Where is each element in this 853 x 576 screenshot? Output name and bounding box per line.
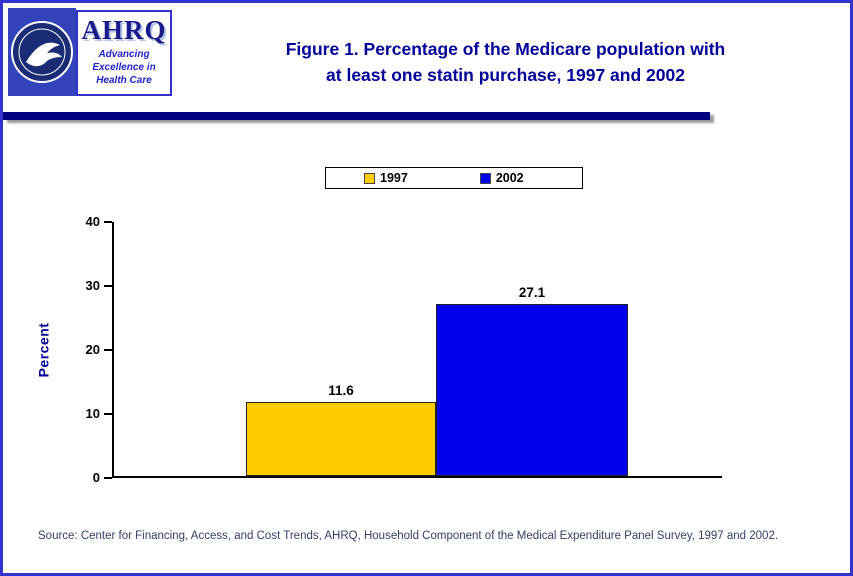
legend-swatch-1997 (364, 172, 375, 184)
tick-mark (104, 285, 112, 287)
ahrq-wordmark: AHRQ (81, 15, 167, 45)
tick-mark (104, 221, 112, 223)
y-axis-tick-labels: 40 30 20 10 0 (66, 214, 100, 486)
y-axis-title: Percent (35, 322, 52, 378)
ahrq-tagline-line-1: Advancing (98, 49, 150, 60)
legend-label-2002: 2002 (495, 171, 524, 185)
tick-label-30: 30 (85, 278, 100, 293)
source-note: Source: Center for Financing, Access, an… (38, 530, 779, 542)
plot-area: 11.6 27.1 (112, 222, 722, 478)
page-title: Figure 1. Percentage of the Medicare pop… (178, 36, 833, 88)
header-divider (3, 112, 710, 120)
bar-1997: 11.6 (246, 383, 436, 476)
y-axis-title-wrap: Percent (25, 222, 61, 478)
legend-swatch-2002 (479, 172, 491, 184)
hhs-logo (8, 8, 76, 96)
y-axis-tick-marks (104, 221, 112, 479)
tick-mark (104, 349, 112, 351)
title-line-2: at least one statin purchase, 1997 and 2… (326, 65, 685, 85)
tick-label-10: 10 (85, 406, 100, 421)
legend-item-1997: 1997 (364, 171, 408, 185)
hhs-seal-icon (8, 8, 76, 96)
legend-label-1997: 1997 (380, 171, 408, 185)
chart-legend: 1997 2002 (325, 167, 583, 189)
bar-value-label-2002: 27.1 (518, 284, 546, 300)
tick-label-20: 20 (85, 342, 100, 357)
bar-2002: 27.1 (436, 285, 628, 476)
tick-label-0: 0 (92, 470, 100, 485)
legend-item-2002: 2002 (479, 171, 524, 185)
ahrq-tagline: Advancing Excellence in Health Care (78, 48, 170, 87)
bar-value-label-1997: 11.6 (328, 383, 354, 399)
tick-label-40: 40 (85, 214, 100, 229)
ahrq-logo: AHRQ Advancing Excellence in Health Care (76, 10, 172, 96)
title-line-1: Figure 1. Percentage of the Medicare pop… (285, 39, 726, 59)
ahrq-tagline-line-3: Health Care (96, 75, 152, 86)
tick-mark (104, 477, 112, 479)
ahrq-tagline-line-2: Excellence in (92, 62, 156, 73)
tick-mark (104, 413, 112, 415)
